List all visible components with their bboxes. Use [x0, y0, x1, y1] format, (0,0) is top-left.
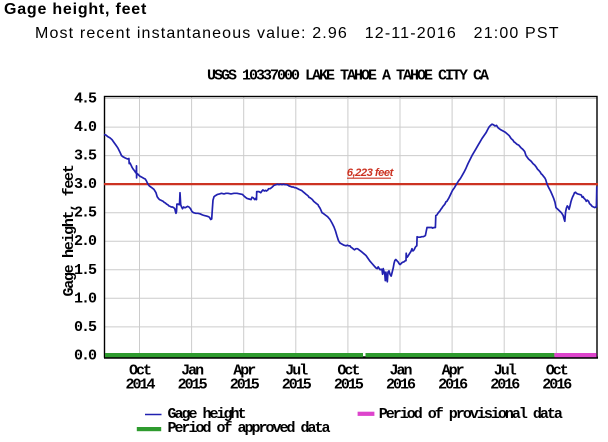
svg-text:2014: 2014	[125, 377, 155, 394]
svg-text:0.0: 0.0	[74, 347, 97, 364]
svg-text:2015: 2015	[230, 377, 260, 394]
svg-text:6,223 feet: 6,223 feet	[347, 167, 395, 179]
svg-text:4.0: 4.0	[74, 119, 97, 136]
svg-text:Period of approved data: Period of approved data	[168, 420, 331, 437]
svg-text:2016: 2016	[542, 377, 572, 394]
svg-text:Jan: Jan	[181, 363, 204, 380]
svg-text:Oct: Oct	[546, 363, 568, 380]
svg-text:0.5: 0.5	[74, 319, 97, 336]
svg-text:Jul: Jul	[494, 363, 517, 380]
svg-text:Period of provisional data: Period of provisional data	[379, 406, 563, 423]
svg-text:Oct: Oct	[337, 363, 359, 380]
svg-text:USGS 10337000 LAKE TAHOE A TAH: USGS 10337000 LAKE TAHOE A TAHOE CITY CA	[207, 68, 489, 85]
svg-text:Apr: Apr	[442, 363, 464, 380]
svg-text:2.5: 2.5	[74, 205, 97, 222]
svg-text:2015: 2015	[282, 377, 312, 394]
svg-text:2016: 2016	[490, 377, 520, 394]
svg-text:Jul: Jul	[285, 363, 308, 380]
svg-text:3.5: 3.5	[74, 148, 97, 165]
svg-text:1.5: 1.5	[74, 262, 97, 279]
svg-text:Oct: Oct	[129, 363, 151, 380]
svg-text:2016: 2016	[438, 377, 468, 394]
svg-text:Jan: Jan	[389, 363, 412, 380]
svg-text:2.0: 2.0	[74, 233, 97, 250]
svg-text:1.0: 1.0	[74, 290, 97, 307]
svg-text:4.5: 4.5	[74, 91, 97, 108]
svg-text:Apr: Apr	[233, 363, 255, 380]
svg-text:Gage height, feet: Gage height, feet	[61, 165, 78, 296]
svg-text:2015: 2015	[334, 377, 364, 394]
svg-text:2016: 2016	[386, 377, 416, 394]
svg-text:3.0: 3.0	[74, 176, 97, 193]
svg-text:2015: 2015	[178, 377, 208, 394]
svg-text:Gage height: Gage height	[168, 406, 246, 423]
